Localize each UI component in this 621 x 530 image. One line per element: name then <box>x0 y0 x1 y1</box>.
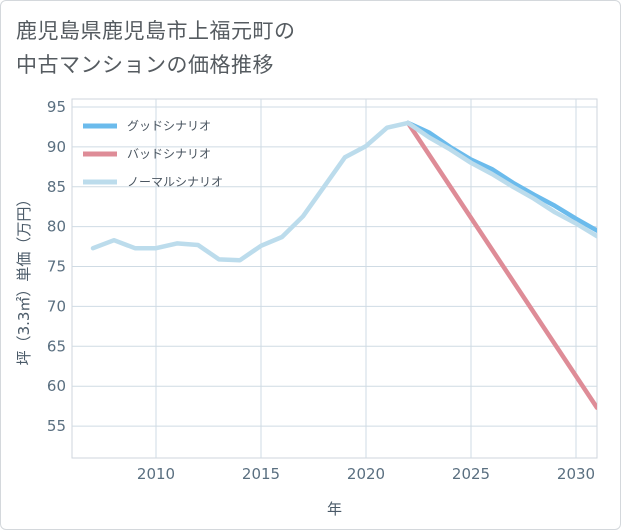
chart-title: 鹿児島県鹿児島市上福元町の 中古マンションの価格推移 <box>16 14 296 82</box>
y-tick-label: 85 <box>47 178 66 196</box>
y-tick-label: 95 <box>47 98 66 116</box>
y-tick-label: 60 <box>47 377 66 395</box>
x-tick-label: 2010 <box>137 465 175 483</box>
series-line-1 <box>405 120 597 410</box>
chart-title-line-2: 中古マンションの価格推移 <box>16 53 274 77</box>
x-tick-label: 2030 <box>557 465 595 483</box>
y-tick-label: 70 <box>47 297 66 315</box>
x-tick-label: 2025 <box>452 465 490 483</box>
y-tick-label: 65 <box>47 337 66 355</box>
y-tick-label: 80 <box>47 218 66 236</box>
y-tick-label: 55 <box>47 417 66 435</box>
y-axis-title: 坪（3.3㎡）単価（万円） <box>15 192 33 366</box>
x-axis-title: 年 <box>327 500 342 518</box>
chart-title-line-1: 鹿児島県鹿児島市上福元町の <box>16 19 296 43</box>
y-tick-label: 75 <box>47 258 66 276</box>
series-line-2 <box>90 120 597 263</box>
y-tick-label: 90 <box>47 138 66 156</box>
x-tick-label: 2015 <box>242 465 280 483</box>
legend-label-1: バッドシナリオ <box>127 147 211 161</box>
x-tick-label: 2020 <box>347 465 385 483</box>
series-line-0 <box>405 120 597 233</box>
legend-label-2: ノーマルシナリオ <box>127 175 223 189</box>
legend-label-0: グッドシナリオ <box>127 119 211 133</box>
